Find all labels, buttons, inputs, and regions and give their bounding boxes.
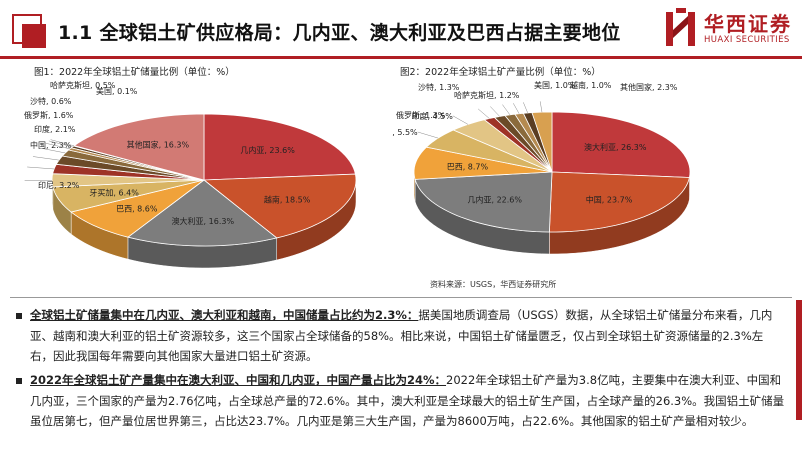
page-header: 1.1 全球铝土矿供应格局：几内亚、澳大利亚及巴西占据主要地位 华西证券 HUA… bbox=[0, 0, 802, 62]
pie-1-label-越南: 越南, 1.0% bbox=[570, 80, 612, 90]
right-accent-bar bbox=[796, 300, 802, 420]
title-square-fill bbox=[22, 24, 46, 48]
pie-1-leader-越南 bbox=[523, 102, 528, 114]
bullet-square-icon bbox=[16, 313, 22, 319]
pie-1-label-美国: 美国, 1.0% bbox=[534, 80, 576, 90]
pie-0-label-哈萨克斯坦: 哈萨克斯坦, 0.5% bbox=[50, 80, 116, 90]
pie-0-leader-美国 bbox=[50, 139, 75, 147]
pie-0-label-沙特: 沙特, 0.6% bbox=[30, 96, 72, 106]
pie-0-label-中国: 中国, 2.3% bbox=[30, 140, 72, 150]
pie-1-leader-印度 bbox=[452, 115, 469, 125]
figure-1-title: 图1：2022年全球铝土矿储量比例（单位：%） bbox=[34, 67, 235, 78]
bullet-reserves-lead: 全球铝土矿储量集中在几内亚、澳大利亚和越南，中国储量占比约为2.3%： bbox=[30, 308, 419, 322]
pie-1-slice-其他国家 bbox=[531, 111, 553, 173]
pie-0-leader-俄罗斯 bbox=[40, 147, 66, 154]
pie-1-label-印度: 印度, 4.5% bbox=[411, 111, 453, 121]
page-title: 1.1 全球铝土矿供应格局：几内亚、澳大利亚及巴西占据主要地位 bbox=[58, 22, 621, 44]
bullet-production-lead: 2022年全球铝土矿产量集中在澳大利亚、中国和几内亚，中国产量占比为24%： bbox=[30, 373, 447, 387]
pie-0-slice-越南 bbox=[202, 173, 357, 239]
pie-1-slice-巴西 bbox=[413, 146, 553, 180]
pie-1-slice-印尼 bbox=[425, 129, 553, 173]
pie-0-slice-牙买加 bbox=[52, 179, 205, 213]
huaxi-logo-mark-icon bbox=[666, 8, 695, 46]
production-pie-chart: 澳大利亚, 26.3% 中国, 23.7% 几内亚, 22.6% 巴西, 8.7% 印尼… bbox=[392, 80, 691, 255]
pie-0-leader-中国 bbox=[27, 166, 55, 170]
pie-0-label-澳大利亚: 澳大利亚, 16.3% bbox=[172, 216, 235, 226]
pie-0-label-几内亚: 几内亚, 23.6% bbox=[240, 145, 295, 155]
pie-0-slice-几内亚 bbox=[203, 113, 356, 181]
bullet-production-text: 2022年全球铝土矿产量集中在澳大利亚、中国和几内亚，中国产量占比为24%：20… bbox=[30, 370, 786, 432]
pie-0-slice-印尼 bbox=[51, 173, 205, 188]
pie-1-leader-哈萨克斯坦 bbox=[502, 104, 511, 116]
pie-1-label-巴西: 巴西, 8.7% bbox=[447, 162, 489, 171]
pie-0-slice-其他国家 bbox=[73, 113, 205, 181]
pie-1-slice-澳大利亚 bbox=[551, 111, 691, 178]
pie-0-slice-澳大利亚 bbox=[127, 179, 278, 247]
pie-1-leader-其他国家 bbox=[539, 101, 543, 113]
pie-1-leader-俄罗斯 bbox=[477, 108, 490, 119]
pie-0-label-俄罗斯: 俄罗斯, 1.6% bbox=[24, 110, 74, 120]
pie-1-leader-沙特 bbox=[490, 106, 500, 117]
pie-0-leader-印度 bbox=[32, 156, 60, 161]
pie-1-label-沙特: 沙特, 1.3% bbox=[418, 82, 460, 92]
pie-1-slice-中国 bbox=[548, 171, 690, 233]
reserves-pie-chart: 几内亚, 23.6% 越南, 18.5% 澳大利亚, 16.3% 巴西, 8.6% 牙买… bbox=[24, 80, 357, 269]
pie-0-label-印度: 印度, 2.1% bbox=[34, 124, 76, 134]
pie-1-label-印尼: 印尼, 5.5% bbox=[392, 128, 418, 137]
pie-0-slice-巴西 bbox=[70, 179, 205, 238]
logo-english-name: HUAXI SECURITIES bbox=[704, 35, 790, 45]
pie-1-leader-美国 bbox=[513, 103, 520, 114]
huaxi-logo: 华西证券 HUAXI SECURITIES bbox=[664, 6, 800, 52]
bullet-reserves: 全球铝土矿储量集中在几内亚、澳大利亚和越南，中国储量占比约为2.3%：据美国地质… bbox=[16, 305, 786, 367]
bullet-production: 2022年全球铝土矿产量集中在澳大利亚、中国和几内亚，中国产量占比为24%：20… bbox=[16, 370, 786, 432]
pie-1-slice-几内亚 bbox=[414, 171, 553, 233]
pie-1-label-哈萨克斯坦: 哈萨克斯坦, 1.2% bbox=[454, 90, 520, 100]
pie-1-label-几内亚: 几内亚, 22.6% bbox=[467, 195, 522, 205]
logo-chinese-name: 华西证券 bbox=[704, 12, 792, 36]
pie-1-label-中国: 中国, 23.7% bbox=[586, 195, 633, 205]
pie-0-label-印尼: 印尼, 3.2% bbox=[38, 181, 80, 190]
pie-0-label-越南: 越南, 18.5% bbox=[264, 194, 311, 204]
pie-1-label-澳大利亚: 澳大利亚, 26.3% bbox=[584, 142, 647, 152]
pie-0-leader-哈萨克斯坦 bbox=[48, 140, 73, 148]
pie-0-label-美国: 美国, 0.1% bbox=[96, 86, 138, 96]
bullet-reserves-text: 全球铝土矿储量集中在几内亚、澳大利亚和越南，中国储量占比约为2.3%：据美国地质… bbox=[30, 305, 786, 367]
pie-0-label-牙买加: 牙买加, 6.4% bbox=[89, 187, 139, 197]
pie-1-leader-印尼 bbox=[417, 131, 439, 139]
bullet-production-body: 2022年全球铝土矿产量为3.8亿吨，主要集中在澳大利亚、中国和几内亚，三个国家… bbox=[30, 373, 785, 428]
pie-0-label-其他国家: 其他国家, 16.3% bbox=[127, 139, 190, 149]
pie-1-label-其他国家: 其他国家, 2.3% bbox=[620, 82, 678, 92]
pie-1-label-俄罗斯: 俄罗斯, 1.3% bbox=[396, 110, 446, 120]
bullet-square-icon bbox=[16, 378, 22, 384]
figure-2-title: 图2：2022年全球铝土矿产量比例（单位：%） bbox=[400, 67, 601, 78]
data-source-note: 资料来源：USGS，华西证券研究所 bbox=[430, 280, 557, 289]
pie-0-label-巴西: 巴西, 8.6% bbox=[116, 205, 158, 214]
pie-0-leader-沙特 bbox=[45, 143, 71, 150]
section-divider bbox=[10, 297, 792, 298]
header-rule bbox=[0, 56, 802, 59]
bullet-reserves-body: 据美国地质调查局（USGS）数据，从全球铝土矿储量分布来看，几内亚、越南和澳大利… bbox=[30, 308, 773, 363]
